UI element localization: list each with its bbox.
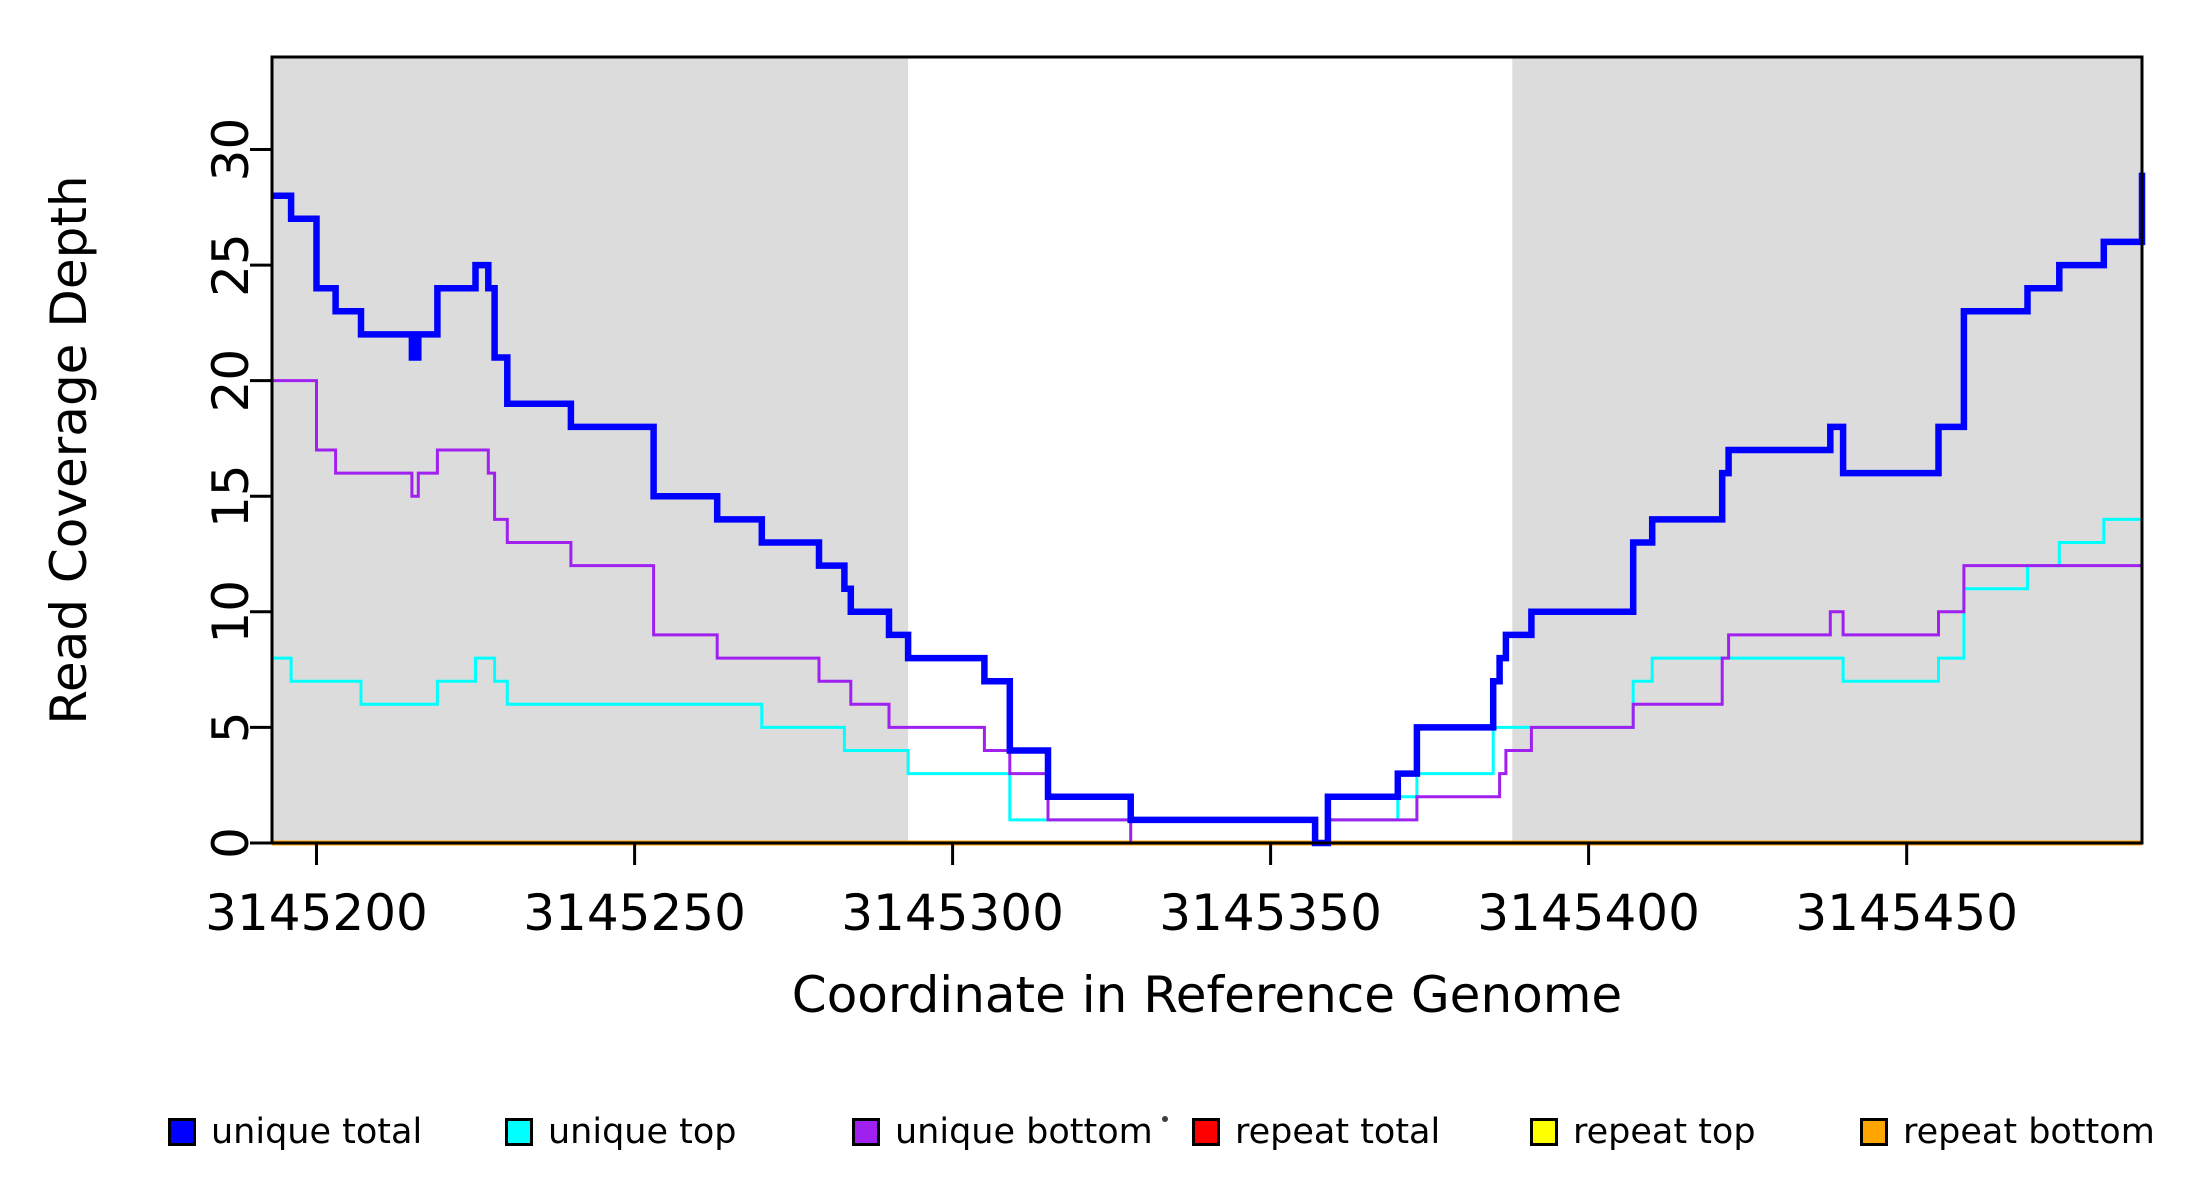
x-tick-label: 3145350 (1159, 884, 1382, 942)
series-line-unique-bottom (272, 379, 2142, 845)
x-tick-label: 3145450 (1795, 884, 2018, 942)
x-tick-label: 3145250 (523, 884, 746, 942)
y-axis-ticks-layer: 0 5 10 15 20 25 30 (202, 118, 272, 859)
series-line-unique-total (272, 172, 2146, 847)
y-tick-label: 10 (202, 580, 260, 644)
y-axis-title: Read Coverage Depth (40, 175, 98, 724)
shaded-bands-layer (272, 57, 2142, 843)
y-tick-label: 5 (202, 711, 260, 743)
y-tick-label: 25 (202, 233, 260, 297)
x-tick-label: 3145200 (205, 884, 428, 942)
x-axis-title: Coordinate in Reference Genome (792, 966, 1622, 1024)
y-tick-label: 30 (202, 118, 260, 182)
plot-box (270, 55, 2144, 845)
x-axis-ticks-layer: 3145200 3145250 3145300 3145350 3145400 31454… (205, 843, 2018, 942)
shaded-band-left (272, 57, 909, 843)
x-tick-label: 3145400 (1477, 884, 1700, 942)
y-tick-label: 0 (202, 827, 260, 859)
y-tick-label: 15 (202, 464, 260, 528)
y-tick-label: 20 (202, 349, 260, 413)
x-tick-label: 3145300 (841, 884, 1064, 942)
artifact-dot (1162, 1116, 1168, 1122)
